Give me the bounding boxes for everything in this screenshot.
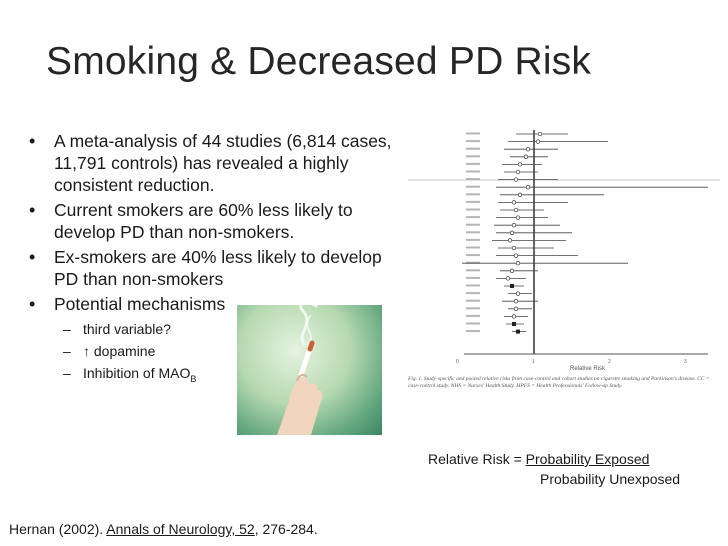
point-estimate-8	[517, 192, 523, 197]
point-estimate-14	[507, 238, 513, 243]
point-estimate-19	[505, 276, 511, 281]
point-estimate-20	[510, 284, 514, 288]
point-estimate-5	[515, 169, 521, 175]
row-label-13	[466, 231, 480, 234]
point-estimate-7	[525, 185, 531, 190]
citation-journal: Annals of Neurology, 52	[106, 521, 255, 537]
row-label-5	[466, 170, 480, 173]
row-label-7	[466, 185, 480, 188]
row-label-25	[466, 322, 480, 325]
citation-pages: , 276-284.	[254, 521, 318, 537]
point-estimate-15	[511, 245, 517, 251]
row-label-11	[466, 216, 480, 219]
mao-subscript: B	[190, 373, 197, 384]
point-estimate-24	[511, 314, 517, 319]
point-estimate-26	[516, 329, 520, 334]
row-label-16	[466, 254, 480, 257]
tick-label-3: 3	[684, 359, 687, 365]
point-estimate-13	[509, 230, 515, 235]
row-label-24	[466, 314, 480, 317]
point-estimate-22	[513, 299, 519, 304]
cigarette-hand-photo	[237, 305, 382, 435]
row-label-9	[466, 200, 480, 203]
cigarette-hand-illustration	[277, 305, 323, 435]
relative-risk-denominator: Probability Unexposed	[540, 471, 681, 487]
relative-risk-label: Relative Risk =	[428, 451, 526, 467]
point-estimate-18	[509, 268, 515, 273]
relative-risk-numerator: Probability Exposed	[525, 451, 650, 467]
row-label-0	[466, 132, 480, 135]
row-label-4	[466, 162, 480, 165]
bullet-current-smokers: Current smokers are 60% less likely to d…	[25, 199, 405, 243]
row-label-26	[466, 330, 480, 333]
row-label-6	[466, 178, 480, 181]
point-estimate-1	[535, 139, 541, 144]
point-estimate-10	[513, 207, 519, 213]
tick-label-0: 0	[456, 359, 459, 365]
relative-risk-forest-plot: 0 1 2 3 Relative Risk Fig. 1. Study-spec…	[408, 118, 720, 422]
relative-risk-formula: Relative Risk = Probability Exposed	[428, 451, 649, 467]
point-estimate-17	[515, 261, 521, 266]
point-estimate-4	[517, 162, 523, 167]
row-label-8	[466, 193, 480, 196]
tick-label-1: 1	[532, 359, 535, 365]
citation-author: Hernan (2002).	[9, 521, 107, 537]
point-estimate-12	[511, 223, 517, 228]
row-label-20	[466, 284, 480, 287]
sub-bullet-dopamine: ↑ dopamine	[25, 340, 405, 362]
row-label-21	[466, 292, 480, 295]
point-estimate-16	[513, 253, 519, 258]
forest-plot-svg: 0 1 2 3 Relative Risk Fig. 1. Study-spec…	[408, 130, 720, 389]
row-label-23	[466, 307, 480, 310]
figure-caption-box: Fig. 1. Study-specific and pooled relati…	[408, 376, 710, 389]
axis-label: Relative Risk	[570, 366, 606, 372]
bullet-meta-analysis: A meta-analysis of 44 studies (6,814 cas…	[25, 130, 405, 196]
row-label-2	[466, 147, 480, 150]
mao-text: Inhibition of MAO	[83, 365, 191, 381]
citation: Hernan (2002). Annals of Neurology, 52, …	[9, 521, 318, 537]
bullet-list: A meta-analysis of 44 studies (6,814 cas…	[25, 130, 405, 390]
point-estimate-6	[513, 177, 519, 182]
point-estimate-21	[515, 291, 521, 296]
bullet-mechanisms: Potential mechanisms	[25, 293, 405, 315]
slide-title: Smoking & Decreased PD Risk	[46, 40, 592, 83]
row-label-15	[466, 246, 480, 249]
point-estimate-11	[515, 215, 521, 220]
row-label-12	[466, 223, 480, 226]
row-label-17	[466, 261, 480, 264]
row-label-14	[466, 238, 480, 241]
row-label-10	[466, 208, 480, 211]
point-estimate-2	[525, 147, 531, 152]
point-estimate-23	[513, 306, 519, 311]
row-label-18	[466, 269, 480, 272]
bullet-ex-smokers: Ex-smokers are 40% less likely to develo…	[25, 246, 405, 290]
tick-label-2: 2	[608, 359, 611, 365]
row-label-1	[466, 140, 480, 143]
point-estimate-3	[523, 154, 529, 159]
sub-bullet-third-variable: third variable?	[25, 318, 405, 340]
point-estimate-0	[537, 131, 543, 137]
row-label-22	[466, 299, 480, 302]
figure-caption: Fig. 1. Study-specific and pooled relati…	[408, 376, 710, 389]
row-label-3	[466, 155, 480, 158]
row-label-19	[466, 276, 480, 279]
point-estimate-25	[512, 322, 516, 326]
point-estimate-9	[511, 200, 517, 205]
sub-bullet-mao: Inhibition of MAOB	[25, 362, 405, 390]
